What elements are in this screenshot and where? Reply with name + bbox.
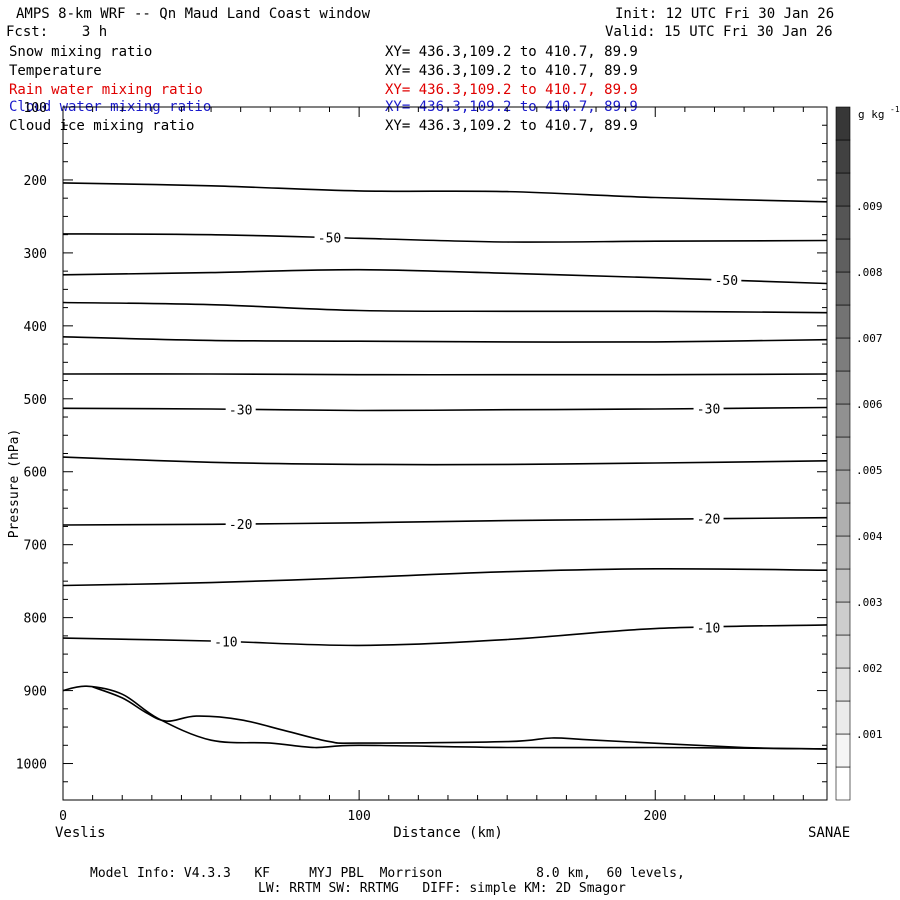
y-tick-label: 800 [24,612,47,627]
field-xy-cloud-ice: XY= 436.3,109.2 to 410.7, 89.9 [385,118,638,134]
colorbar-tick-label: .002 [856,662,883,675]
contour-label-bg [693,619,724,635]
colorbar-box [835,172,851,207]
y-tick-label: 100 [24,101,47,116]
x-tick-label: 100 [347,809,370,824]
colorbar-unit: g kg [858,108,885,121]
y-tick-label: 1000 [16,758,47,773]
x-tick-label: 0 [59,809,67,824]
temperature-contour-3 [62,301,828,314]
contour-label-bg [711,272,742,288]
y-tick-label: 900 [24,685,47,700]
contour-label-bg [314,229,345,245]
contour-label-bg [693,510,724,526]
colorbar-box [835,502,851,537]
endpoint-right-label: SANAE [808,825,850,841]
colorbar-tick-label: .006 [856,398,883,411]
temperature-contour-12 [92,686,828,750]
temperature-contour-10 [62,624,828,647]
temperature-contour-7 [62,456,828,466]
temperature-contour-4 [62,336,828,343]
endpoint-left-label: Veslis [55,825,106,841]
colorbar-box [835,271,851,306]
y-axis-label: Pressure (hPa) [7,429,22,539]
forecast-hour: Fcst: 3 h [6,24,108,40]
contour-label: -20 [697,513,720,528]
colorbar-tick-label: .001 [856,728,883,741]
contour-label-bg [693,400,724,416]
colorbar-box [835,205,851,240]
temperature-contour-11 [62,685,828,750]
contour-label: -10 [214,635,237,650]
temperature-contour-8 [62,516,828,526]
colorbar-tick-label: .003 [856,596,883,609]
colorbar-box [835,370,851,405]
field-name-rain: Rain water mixing ratio [9,82,203,98]
contour-label-bg [210,633,241,649]
colorbar-box [835,238,851,273]
y-tick-label: 500 [24,393,47,408]
y-tick-label: 200 [24,174,47,189]
colorbar-tick-label: .008 [856,266,883,279]
colorbar-box [835,436,851,471]
contour-label: -50 [715,274,738,289]
temperature-contour-1 [62,233,828,243]
temperature-contour-0 [62,182,828,203]
y-tick-label: 600 [24,466,47,481]
colorbar-unit-exponent: -1 [890,105,900,114]
temperature-contour-2 [62,268,828,285]
colorbar-tick-label: .004 [856,530,883,543]
plot-frame [62,106,828,801]
init-time: Init: 12 UTC Fri 30 Jan 26 [615,6,835,22]
colorbar-box [835,139,851,174]
colorbar-box [835,766,851,801]
colorbar-tick-label: .007 [856,332,883,345]
colorbar-tick-label: .005 [856,464,883,477]
colorbar-box [835,106,851,141]
temperature-contour-5 [62,373,828,376]
contour-label: -50 [318,232,341,247]
y-tick-label: 300 [24,247,47,262]
colorbar-box [835,634,851,669]
contour-label: -30 [697,403,720,418]
field-name-cloud-ice: Cloud ice mixing ratio [9,118,195,134]
temperature-contour-9 [62,567,828,587]
colorbar-box [835,601,851,636]
y-tick-label: 700 [24,539,47,554]
contour-label-bg [225,401,256,417]
field-name-snow: Snow mixing ratio [9,44,153,60]
colorbar-box [835,469,851,504]
model-info-line1: Model Info: V4.3.3 KF MYJ PBL Morrison 8… [90,866,685,881]
colorbar-box [835,535,851,570]
colorbar-tick-label: .009 [856,200,883,213]
chart-title: AMPS 8-km WRF -- Qn Maud Land Coast wind… [16,6,371,22]
model-info-line2: LW: RRTM SW: RRTMG DIFF: simple KM: 2D S… [258,881,626,896]
x-tick-label: 200 [644,809,667,824]
y-tick-label: 400 [24,320,47,335]
colorbar-box [835,403,851,438]
contour-label: -20 [229,518,252,533]
field-xy-snow: XY= 436.3,109.2 to 410.7, 89.9 [385,44,638,60]
colorbar-box [835,304,851,339]
contour-label: -30 [229,403,252,418]
temperature-contour-6 [62,406,828,412]
colorbar-box [835,337,851,372]
field-xy-rain: XY= 436.3,109.2 to 410.7, 89.9 [385,82,638,98]
colorbar-box [835,667,851,702]
colorbar-box [835,733,851,768]
field-name-temperature: Temperature [9,63,102,79]
colorbar-box [835,568,851,603]
colorbar-box [835,700,851,735]
valid-time: Valid: 15 UTC Fri 30 Jan 26 [605,24,833,40]
contour-label-bg [225,515,256,531]
x-axis-label: Distance (km) [393,825,503,841]
field-xy-temperature: XY= 436.3,109.2 to 410.7, 89.9 [385,63,638,79]
contour-label: -10 [697,621,720,636]
